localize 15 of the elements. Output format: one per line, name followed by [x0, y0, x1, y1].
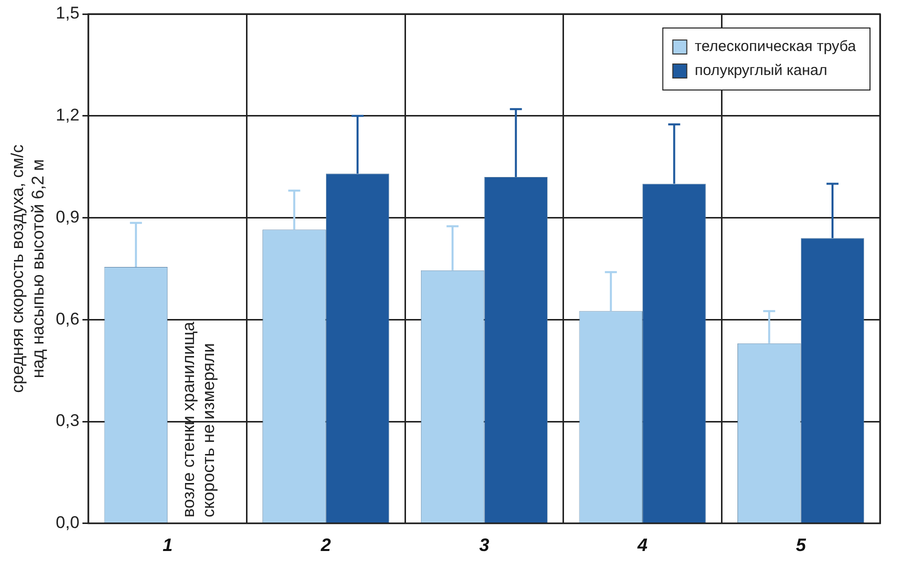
- x-tick-label: 5: [796, 535, 807, 556]
- x-tick-label: 3: [479, 535, 490, 556]
- y-axis-title: средняя скорость воздуха, см/с над насыпью высотой 6,2 м: [8, 144, 48, 393]
- y-tick-label: 0,3: [56, 411, 80, 430]
- legend-label: полукруглый канал: [694, 62, 828, 80]
- y-tick-label: 1,2: [56, 106, 80, 125]
- x-tick-label: 4: [636, 535, 648, 556]
- annotation: возле стенки хранилища скорость не измеряли: [178, 321, 218, 518]
- y-tick-label: 1,5: [56, 4, 80, 23]
- y-tick-label: 0,0: [56, 513, 80, 532]
- y-tick-label: 0,6: [56, 309, 80, 328]
- x-tick-label: 2: [320, 535, 331, 556]
- y-tick-label: 0,9: [56, 207, 80, 226]
- x-tick-label: 1: [162, 535, 173, 556]
- legend-label: телескопическая труба: [694, 38, 857, 56]
